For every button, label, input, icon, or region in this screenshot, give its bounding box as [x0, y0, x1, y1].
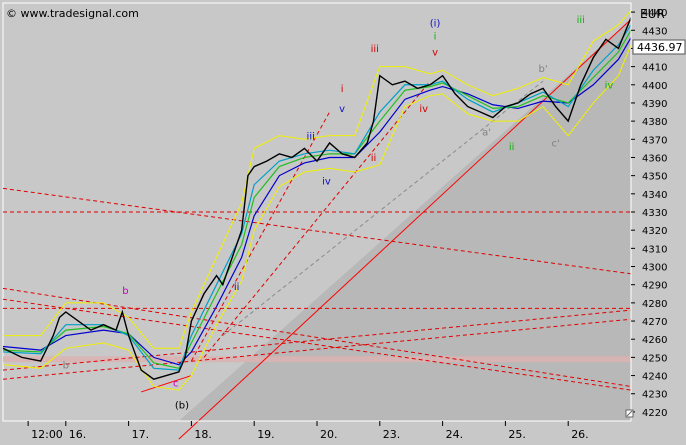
wave-label-14: iv — [419, 104, 428, 115]
y-tick-label-15: 4370 — [642, 135, 667, 146]
wave-label-12: i — [434, 31, 437, 42]
wave-label-15: a' — [482, 128, 491, 139]
y-tick-label-8: 4300 — [642, 263, 667, 274]
x-tick-label-1: 16. — [69, 428, 87, 441]
support-band — [3, 356, 631, 363]
y-tick-label-0: 4220 — [642, 408, 667, 419]
dashed-line-4 — [2, 287, 632, 387]
wave-label-17: b' — [539, 64, 548, 75]
y-tick-label-10: 4320 — [642, 226, 667, 237]
wave-label-10: iii — [371, 44, 379, 55]
wave-label-7: i — [341, 84, 344, 95]
x-tick-label-2: 17. — [132, 428, 150, 441]
y-tick-label-12: 4340 — [642, 190, 667, 201]
wave-label-11: (i) — [430, 19, 441, 30]
price-line — [2, 17, 632, 380]
last-price-box — [632, 39, 686, 55]
x-tick-label-9: 26. — [571, 428, 589, 441]
wave-label-1: b — [122, 286, 128, 297]
wave-label-0: b — [63, 360, 69, 371]
wave-label-16: ii — [509, 142, 515, 153]
wave-label-18: c' — [552, 139, 560, 150]
dashed-line-2 — [2, 187, 632, 275]
x-tick-label-5: 20. — [320, 428, 338, 441]
y-tick-label-1: 4230 — [642, 390, 667, 401]
wave-label-3: (b) — [175, 400, 189, 411]
ma-slow-line — [2, 37, 632, 366]
trendline-0 — [178, 18, 632, 440]
corner-diagonal — [626, 410, 633, 417]
y-tick-label-19: 4410 — [642, 63, 667, 74]
y-tick-label-17: 4390 — [642, 99, 667, 110]
y-tick-label-9: 4310 — [642, 244, 667, 255]
y-tick-label-21: 4430 — [642, 26, 667, 37]
y-tick-label-18: 4400 — [642, 81, 667, 92]
wave-label-5: iii — [307, 131, 315, 142]
y-tick-label-2: 4240 — [642, 372, 667, 383]
dashed-line-8 — [2, 298, 632, 391]
ma-mid-line — [2, 29, 632, 369]
x-tick-label-8: 25. — [508, 428, 526, 441]
dashed-line-9 — [190, 111, 330, 362]
x-tick-label-4: 19. — [257, 428, 275, 441]
wave-label-13: v — [432, 48, 438, 59]
y-tick-label-5: 4270 — [642, 317, 667, 328]
dashed-line-6 — [2, 309, 632, 371]
wave-label-19: iii — [577, 15, 585, 26]
x-tick-label-3: 18. — [194, 428, 212, 441]
y-tick-label-4: 4260 — [642, 335, 667, 346]
last-price-value: 4436.97 — [637, 41, 683, 54]
y-tick-label-7: 4290 — [642, 281, 667, 292]
x-tick-label-7: 24. — [446, 428, 464, 441]
y-tick-label-22: 4440 — [642, 8, 667, 19]
currency-label: EUR — [640, 7, 665, 21]
wave-label-8: v — [339, 104, 345, 115]
dashed-line-7 — [2, 318, 632, 380]
trendline-1 — [141, 375, 192, 393]
wave-label-2: c — [173, 378, 179, 389]
x-tick-label-6: 23. — [383, 428, 401, 441]
watermark-text: © www.tradesignal.com — [6, 7, 139, 20]
envelope-upper-line — [3, 9, 632, 349]
wave-label-6: iv — [322, 177, 331, 188]
settings-corner-icon[interactable] — [625, 409, 634, 418]
y-tick-label-13: 4350 — [642, 172, 667, 183]
y-tick-label-6: 4280 — [642, 299, 667, 310]
envelope-lower-line — [2, 44, 632, 391]
trend-shade-area — [178, 19, 631, 422]
last-price-badge: 4436.97 — [632, 39, 686, 55]
wave-label-4: ii — [234, 282, 240, 293]
y-tick-label-3: 4250 — [642, 353, 667, 364]
y-tick-label-11: 4330 — [642, 208, 667, 219]
wave-label-21: iv — [605, 80, 614, 91]
y-tick-label-14: 4360 — [642, 153, 667, 164]
x-tick-label-0: 12:00 — [31, 428, 63, 441]
wave-label-20: v — [612, 0, 618, 2]
y-tick-label-16: 4380 — [642, 117, 667, 128]
ma-fast-line — [2, 24, 632, 371]
dashed-line-10 — [203, 80, 431, 358]
dashed-line-11 — [222, 80, 544, 336]
wave-label-9: ii — [371, 153, 377, 164]
